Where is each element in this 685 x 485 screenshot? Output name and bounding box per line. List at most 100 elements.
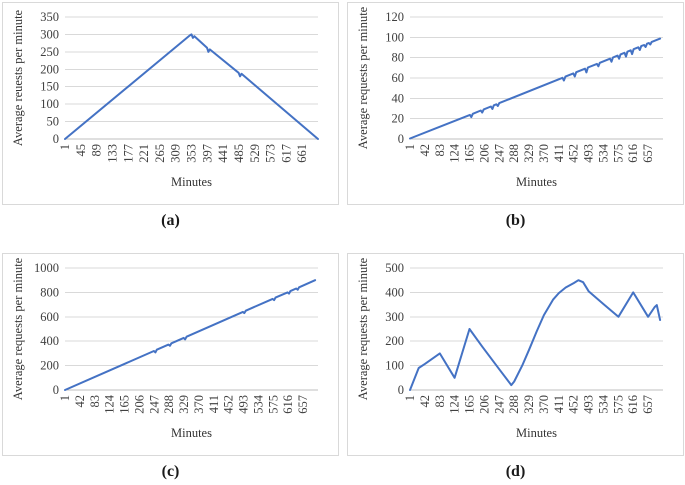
x-tick-label: 309 xyxy=(169,144,183,163)
x-axis-title: Minutes xyxy=(516,426,557,440)
x-tick-label: 247 xyxy=(147,395,161,414)
y-tick-label: 100 xyxy=(40,97,59,111)
y-tick-label: 200 xyxy=(40,359,59,373)
y-tick-label: 600 xyxy=(40,310,59,324)
x-tick-label: 83 xyxy=(433,144,447,157)
x-tick-label: 42 xyxy=(73,395,87,408)
x-tick-label: 616 xyxy=(281,395,295,414)
y-axis-title: Average reuests per minute xyxy=(11,9,25,146)
y-axis-title: Average requests per minute xyxy=(11,257,25,400)
x-tick-label: 534 xyxy=(596,394,610,414)
x-tick-label: 247 xyxy=(492,144,506,163)
x-tick-label: 370 xyxy=(537,395,551,414)
x-tick-label: 397 xyxy=(200,144,214,163)
x-tick-label: 124 xyxy=(103,394,117,414)
x-tick-label: 493 xyxy=(582,144,596,163)
x-tick-label: 89 xyxy=(90,144,104,157)
y-tick-label: 350 xyxy=(40,10,59,24)
x-tick-label: 165 xyxy=(463,395,477,414)
x-tick-label: 616 xyxy=(626,144,640,163)
x-tick-label: 661 xyxy=(295,144,309,163)
x-tick-label: 165 xyxy=(118,395,132,414)
x-tick-label: 493 xyxy=(237,395,251,414)
series-line xyxy=(409,279,662,391)
x-tick-label: 573 xyxy=(264,144,278,163)
series-line xyxy=(64,33,319,140)
y-tick-label: 100 xyxy=(385,30,404,44)
y-tick-label: 0 xyxy=(53,132,59,146)
x-tick-label: 83 xyxy=(433,395,447,408)
y-tick-label: 40 xyxy=(392,91,405,105)
x-tick-label: 124 xyxy=(448,394,462,414)
x-tick-label: 485 xyxy=(232,144,246,163)
y-tick-label: 250 xyxy=(40,45,59,59)
y-tick-label: 80 xyxy=(392,51,405,65)
x-axis-title: Minutes xyxy=(171,175,212,189)
y-tick-label: 200 xyxy=(40,62,59,76)
chart-panel-c: 0 200 400 600 800 1000 1 42 83 124 165 206 247 288 329… xyxy=(2,253,339,482)
x-tick-label: 411 xyxy=(552,144,566,162)
x-tick-label: 657 xyxy=(296,395,310,414)
x-tick-label: 83 xyxy=(88,395,102,408)
x-tick-label: 616 xyxy=(626,395,640,414)
chart-panel-b: 0 20 40 60 80 100 120 1 42 83 124 165 206 247 288 329 37… xyxy=(347,2,684,231)
x-tick-label: 534 xyxy=(251,394,265,414)
x-tick-label: 206 xyxy=(477,144,491,163)
x-tick-label: 575 xyxy=(266,395,280,414)
x-tick-label: 133 xyxy=(105,144,119,163)
x-tick-label: 452 xyxy=(222,395,236,414)
y-tick-label: 20 xyxy=(392,112,405,126)
x-tick-label: 575 xyxy=(611,395,625,414)
chart-caption-b: (b) xyxy=(505,212,526,229)
line-chart-b: 0 20 40 60 80 100 120 1 42 83 124 165 206 247 288 329 37… xyxy=(347,2,684,205)
y-tick-label: 0 xyxy=(398,132,404,146)
x-tick-label: 124 xyxy=(448,143,462,163)
y-tick-label: 400 xyxy=(40,334,59,348)
chart-panel-a: 0 50 100 150 200 250 300 350 1 45 89 133 177 221 265 30… xyxy=(2,2,339,231)
x-tick-label: 177 xyxy=(121,144,135,163)
x-tick-label: 370 xyxy=(537,144,551,163)
x-tick-label: 411 xyxy=(207,395,221,413)
y-tick-label: 50 xyxy=(47,115,60,129)
y-tick-label: 1000 xyxy=(34,261,59,275)
x-tick-label: 1 xyxy=(403,144,417,150)
chart-panel-d: 0 100 200 300 400 500 1 42 83 124 165 206 247 288 329 3… xyxy=(347,253,684,482)
x-tick-label: 45 xyxy=(74,144,88,157)
x-tick-label: 206 xyxy=(477,395,491,414)
y-tick-label: 400 xyxy=(385,285,404,299)
x-tick-label: 329 xyxy=(522,395,536,414)
x-tick-label: 353 xyxy=(185,144,199,163)
x-tick-label: 288 xyxy=(507,144,521,163)
x-tick-label: 529 xyxy=(248,144,262,163)
y-tick-label: 300 xyxy=(40,27,59,41)
y-tick-label: 60 xyxy=(392,71,405,85)
y-tick-label: 500 xyxy=(385,261,404,275)
x-tick-label: 1 xyxy=(58,395,72,401)
y-tick-label: 120 xyxy=(385,10,404,24)
y-tick-label: 100 xyxy=(385,359,404,373)
x-tick-label: 329 xyxy=(522,144,536,163)
y-tick-label: 800 xyxy=(40,285,59,299)
x-tick-label: 411 xyxy=(552,395,566,413)
x-tick-label: 441 xyxy=(216,144,230,163)
x-tick-label: 657 xyxy=(641,144,655,163)
y-axis-title: Average requests per minute xyxy=(356,257,370,400)
line-chart-c: 0 200 400 600 800 1000 1 42 83 124 165 206 247 288 329… xyxy=(2,253,339,456)
x-tick-label: 165 xyxy=(463,144,477,163)
chart-caption-d: (d) xyxy=(505,463,526,480)
x-tick-label: 493 xyxy=(582,395,596,414)
line-chart-d: 0 100 200 300 400 500 1 42 83 124 165 206 247 288 329 3… xyxy=(347,253,684,456)
y-tick-label: 150 xyxy=(40,80,59,94)
y-axis-title: Average requests per minute xyxy=(356,6,370,149)
x-tick-label: 534 xyxy=(596,143,610,163)
x-tick-label: 42 xyxy=(418,395,432,408)
y-tick-label: 0 xyxy=(53,383,59,397)
x-tick-label: 221 xyxy=(137,144,151,163)
line-chart-a: 0 50 100 150 200 250 300 350 1 45 89 133 177 221 265 30… xyxy=(2,2,339,205)
x-tick-label: 452 xyxy=(567,395,581,414)
x-axis-title: Minutes xyxy=(171,426,212,440)
x-tick-label: 370 xyxy=(192,395,206,414)
y-tick-label: 300 xyxy=(385,310,404,324)
x-tick-label: 617 xyxy=(279,144,293,163)
